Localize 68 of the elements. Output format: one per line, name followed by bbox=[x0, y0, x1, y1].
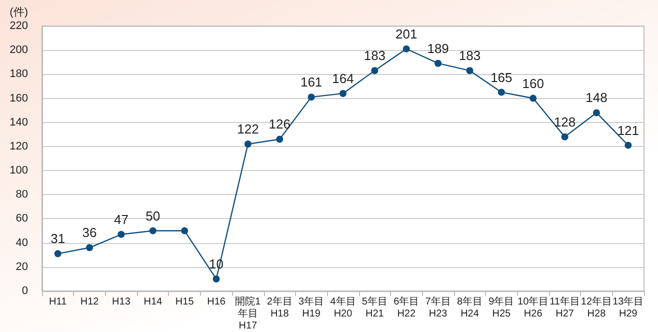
point bbox=[181, 227, 188, 234]
y-tick-label: 100 bbox=[10, 164, 28, 177]
x-tick-label: 10年目 H26 bbox=[518, 296, 549, 320]
data-label: 47 bbox=[114, 212, 128, 227]
y-tick-label: 60 bbox=[16, 212, 28, 225]
y-tick-label: 0 bbox=[22, 285, 28, 297]
point bbox=[371, 67, 378, 74]
data-label: 160 bbox=[522, 76, 544, 91]
y-tick-label: 180 bbox=[10, 68, 28, 80]
x-tick-label: 2年目 H18 bbox=[266, 296, 292, 320]
x-tick-label: 9年目 H25 bbox=[488, 296, 514, 320]
point bbox=[498, 88, 505, 96]
point bbox=[624, 142, 632, 149]
x-tick-label: H12 bbox=[80, 296, 100, 308]
point bbox=[592, 109, 600, 116]
x-tick-label: 6年目 H22 bbox=[394, 296, 420, 320]
x-tick-label: 11年目 H27 bbox=[550, 296, 580, 320]
point bbox=[118, 230, 125, 238]
data-label: 183 bbox=[458, 48, 481, 64]
data-label: 161 bbox=[300, 74, 322, 90]
x-tick-label: 7年目 H23 bbox=[425, 296, 451, 320]
y-axis-title: (件) bbox=[10, 6, 28, 18]
data-label: 50 bbox=[146, 208, 160, 224]
point bbox=[276, 136, 284, 143]
data-label: 128 bbox=[554, 114, 576, 130]
x-tick-label: H16 bbox=[207, 296, 226, 308]
data-label: 201 bbox=[396, 26, 418, 42]
point bbox=[54, 250, 62, 258]
y-tick-label: 40 bbox=[16, 236, 28, 249]
point bbox=[86, 244, 94, 252]
x-tick-label: H15 bbox=[175, 296, 194, 308]
data-label: 126 bbox=[268, 116, 290, 132]
y-tick-label: 220 bbox=[10, 20, 28, 32]
x-tick-label: 8年目 H24 bbox=[456, 296, 483, 320]
y-tick-label: 200 bbox=[10, 44, 28, 56]
x-tick-label: 13年目 H29 bbox=[612, 296, 644, 320]
data-label: 36 bbox=[82, 225, 97, 240]
point bbox=[149, 227, 156, 234]
y-tick-label: 120 bbox=[10, 140, 28, 152]
x-tick-label: 12年目 H28 bbox=[580, 296, 612, 320]
x-tick-label: 開院1年目 H17 bbox=[235, 296, 262, 332]
point bbox=[466, 67, 474, 74]
point bbox=[340, 90, 346, 97]
data-label: 31 bbox=[50, 231, 66, 246]
data-label: 165 bbox=[490, 70, 512, 85]
y-tick-label: 80 bbox=[16, 188, 28, 201]
data-label: 148 bbox=[586, 90, 608, 106]
x-tick-label: 3年目 H19 bbox=[298, 296, 324, 320]
y-tick-label: 20 bbox=[16, 260, 28, 273]
point bbox=[308, 94, 315, 101]
x-tick-label: H11 bbox=[49, 296, 68, 308]
point bbox=[434, 60, 442, 67]
x-tick-label: H14 bbox=[144, 296, 162, 308]
x-tick-label: 4年目 H20 bbox=[330, 296, 356, 320]
point bbox=[212, 275, 220, 282]
point bbox=[402, 45, 410, 52]
data-label: 189 bbox=[427, 40, 449, 56]
x-tick-label: 5年目 H21 bbox=[362, 296, 388, 320]
data-label: 122 bbox=[237, 122, 259, 137]
data-label: 183 bbox=[364, 48, 386, 64]
point bbox=[244, 140, 252, 148]
y-tick-label: 140 bbox=[10, 116, 28, 128]
y-tick-label: 160 bbox=[10, 92, 28, 104]
point bbox=[561, 133, 568, 140]
x-tick-label: H13 bbox=[112, 296, 131, 308]
data-label: 121 bbox=[617, 122, 640, 138]
point bbox=[530, 94, 537, 102]
data-label: 164 bbox=[332, 70, 354, 86]
